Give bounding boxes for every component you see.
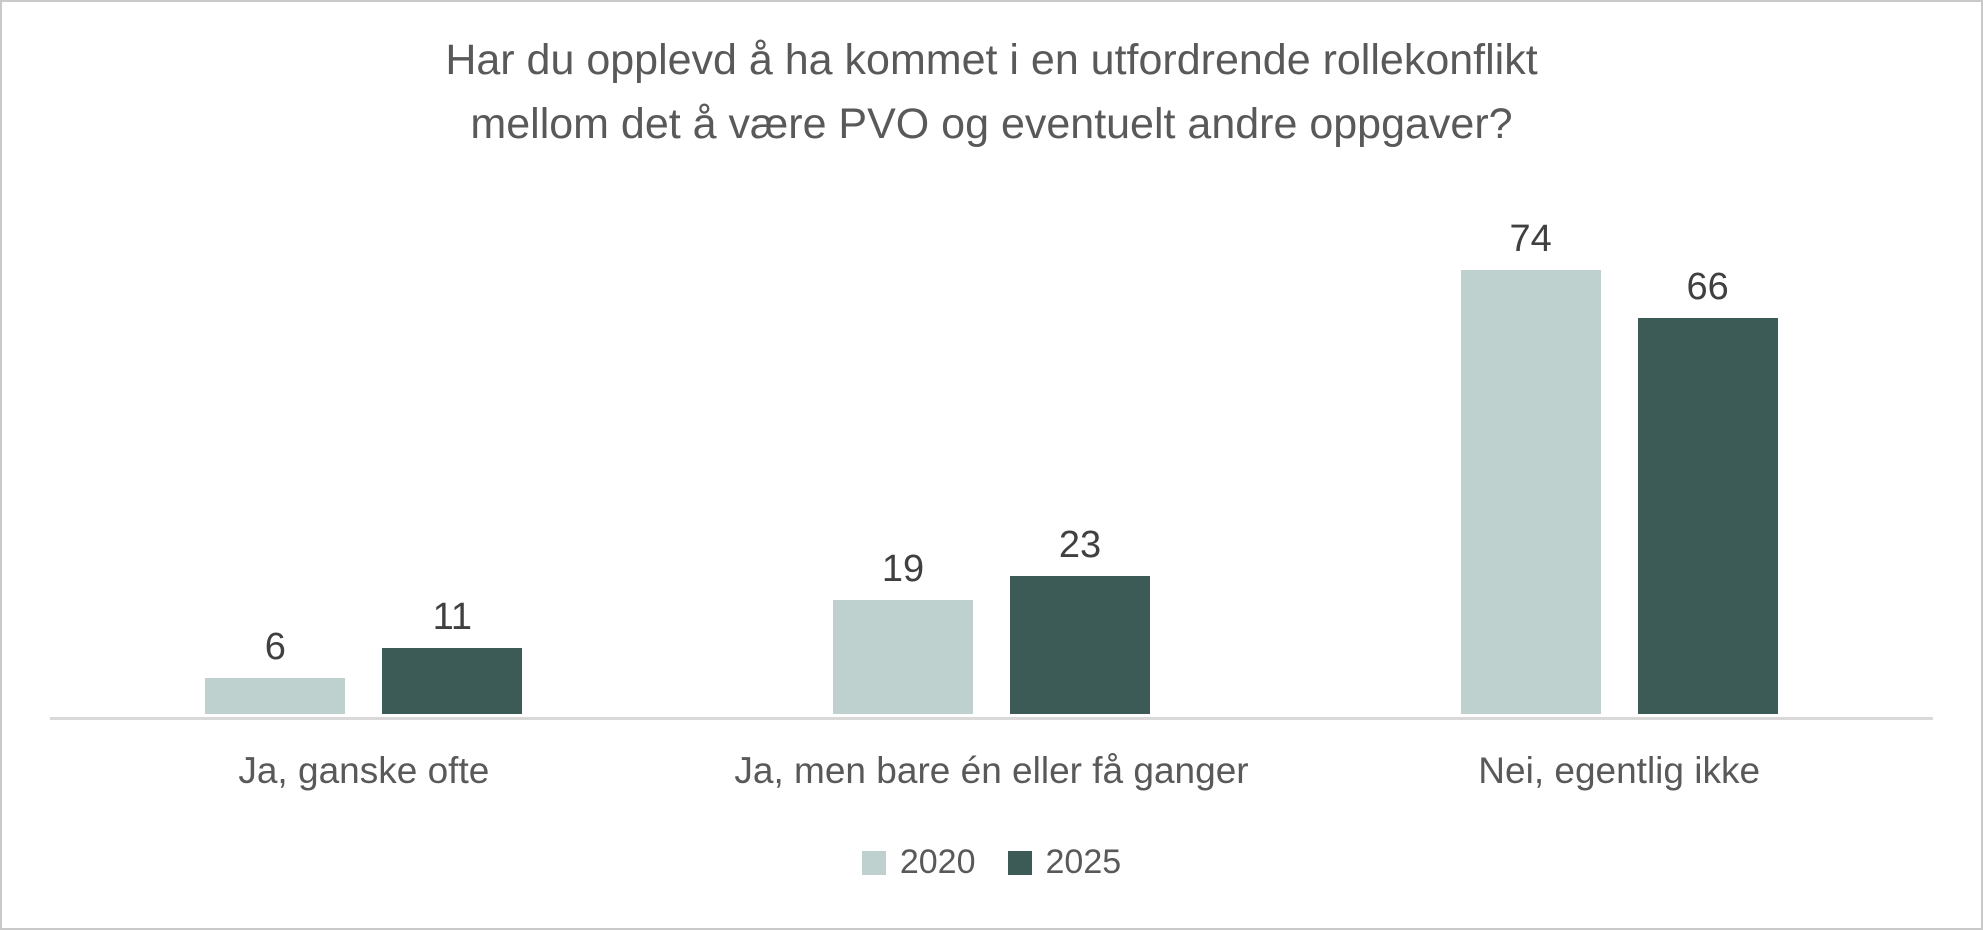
bar-wrap-2025: 23 xyxy=(1010,523,1150,714)
bar-wrap-2020: 6 xyxy=(205,625,346,714)
legend: 2020 2025 xyxy=(2,843,1981,882)
bar-value-label-2020: 74 xyxy=(1509,218,1552,260)
chart-title-line-1: Har du opplevd å ha kommet i en utfordre… xyxy=(445,36,1538,84)
bar-group-2: 19 23 xyxy=(678,523,1306,714)
legend-item-2025: 2025 xyxy=(1007,843,1122,882)
bar-value-label-2020: 6 xyxy=(264,626,286,668)
bar-wrap-2020: 19 xyxy=(833,547,973,714)
category-label-1: Ja, ganske ofte xyxy=(238,750,490,791)
bar-wrap-2025: 11 xyxy=(382,595,523,714)
legend-swatch-2020 xyxy=(861,850,886,875)
bar-group-1: 6 11 xyxy=(50,595,678,714)
bar-wrap-2025: 66 xyxy=(1637,265,1778,714)
legend-label-2020: 2020 xyxy=(899,843,976,881)
bar-value-label-2020: 19 xyxy=(881,548,925,590)
bar-value-label-2025: 11 xyxy=(432,596,473,638)
plot-area: 6 11 19 23 74 66 xyxy=(50,217,1933,714)
bar-value-label-2025: 66 xyxy=(1686,266,1729,308)
bar-2020 xyxy=(833,600,973,714)
bar-group-3: 74 66 xyxy=(1305,217,1933,714)
bar-2025 xyxy=(1010,576,1150,714)
bar-2020 xyxy=(1460,270,1601,714)
chart-title-line-2: mellom det å være PVO og eventuelt andre… xyxy=(470,100,1513,148)
category-axis: Ja, ganske ofte Ja, men bare én eller få … xyxy=(50,750,1933,792)
bar-value-label-2025: 23 xyxy=(1058,524,1102,566)
category-label-2: Ja, men bare én eller få ganger xyxy=(734,750,1249,791)
bar-2020 xyxy=(205,678,346,714)
legend-label-2025: 2025 xyxy=(1045,843,1122,881)
category-label-3: Nei, egentlig ikke xyxy=(1478,750,1761,791)
legend-swatch-2025 xyxy=(1007,850,1032,875)
chart-title: Har du opplevd å ha kommet i en utfordre… xyxy=(2,28,1981,156)
bar-2025 xyxy=(382,648,523,714)
legend-item-2020: 2020 xyxy=(861,843,976,882)
bar-2025 xyxy=(1637,318,1778,714)
bar-wrap-2020: 74 xyxy=(1460,217,1601,714)
x-axis-line xyxy=(50,717,1933,720)
